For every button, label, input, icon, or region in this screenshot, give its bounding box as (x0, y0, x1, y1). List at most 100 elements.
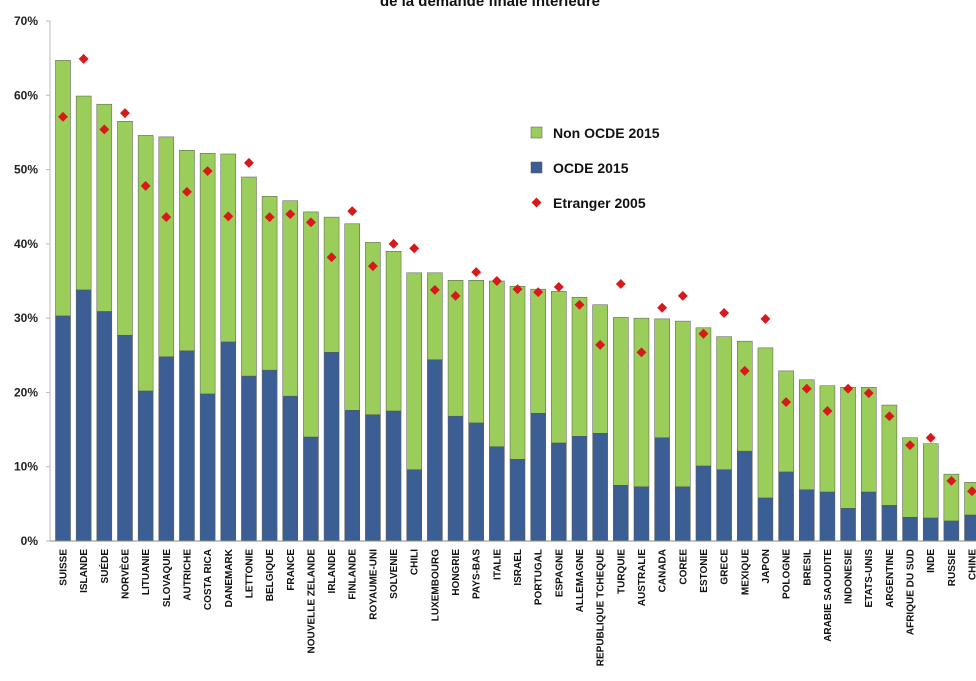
marker (946, 475, 957, 486)
x-tick-label: POLOGNE (782, 549, 793, 599)
x-tick-label: GRECE (720, 549, 731, 585)
bar-segment (96, 311, 113, 542)
bar-segment (592, 304, 608, 434)
bar-segment (902, 437, 918, 518)
marker (657, 302, 668, 313)
bar-segment (716, 469, 732, 542)
marker (409, 243, 420, 254)
x-tick-label: SUÉDE (98, 549, 111, 584)
marker (967, 486, 976, 497)
marker (182, 186, 192, 197)
bar-segment (695, 465, 712, 542)
marker (264, 212, 275, 223)
marker (305, 217, 316, 228)
x-tick-label: IRLANDE (327, 549, 338, 594)
bar-segment (860, 386, 877, 493)
bar-segment (757, 347, 774, 499)
marker (491, 276, 502, 286)
bar-segment (179, 350, 195, 542)
marker (615, 279, 626, 289)
bar-segment (303, 211, 319, 438)
bar-segment (675, 320, 691, 488)
y-tick-label: 30% (14, 311, 38, 325)
x-tick-label: SLOVAQUIE (162, 549, 173, 607)
legend-swatch (530, 161, 543, 174)
x-tick-label: ETATS-UNIS (864, 549, 875, 608)
bar-segment (75, 95, 92, 291)
bar-segment (385, 410, 402, 542)
marker (140, 180, 151, 191)
x-tick-label: CANADA (658, 549, 669, 592)
marker (905, 440, 916, 451)
x-tick-label: PORTUGAL (534, 549, 545, 605)
marker (739, 365, 750, 376)
bar-segment (551, 291, 567, 444)
bar-segment (220, 341, 237, 542)
legend-label: Non OCDE 2015 (553, 125, 660, 141)
bar-segment (509, 285, 526, 460)
marker (574, 299, 585, 310)
bar-segment (654, 318, 670, 438)
bar-segment (964, 482, 976, 516)
bar-segment (117, 121, 133, 336)
bar-segment (922, 443, 939, 519)
marker (161, 212, 172, 223)
bar-segment (344, 223, 360, 411)
bar-segment (323, 216, 340, 353)
marker (512, 284, 523, 295)
bar-segment (530, 412, 546, 542)
x-tick-label: ARGENTINE (885, 549, 896, 608)
x-tick-label: LETTONIE (244, 549, 255, 599)
bar-segment (55, 60, 71, 317)
marker (553, 281, 564, 292)
bar-segment (737, 340, 753, 452)
marker (884, 411, 895, 422)
marker (99, 124, 110, 135)
x-tick-label: SOLVENIE (389, 549, 400, 599)
bar-segment (158, 356, 175, 542)
bar-segment (117, 334, 133, 542)
bar-segment (695, 327, 712, 467)
marker (367, 261, 378, 272)
bar-segment (427, 359, 443, 542)
x-tick-label: AUTRICHE (182, 549, 193, 601)
bar-segment (613, 317, 629, 486)
marker (78, 53, 89, 64)
x-tick-label: ISRAEL (513, 549, 524, 586)
marker (822, 406, 833, 416)
bar-segment (633, 486, 650, 542)
bar-segment (819, 385, 836, 493)
x-tick-label: PAYS-BAS (472, 549, 483, 599)
marker (326, 252, 337, 263)
x-tick-label: ITALIE (492, 549, 503, 580)
x-tick-label: NORVÈGE (118, 549, 131, 599)
bar-segment (633, 317, 650, 488)
x-tick-label: CHINE (968, 549, 976, 580)
marker (450, 290, 461, 301)
marker (120, 108, 130, 119)
y-tick-label: 0% (21, 534, 39, 548)
bar-segment (840, 386, 856, 509)
x-tick-label: ROYAUME-UNI (368, 549, 379, 620)
legend-swatch (530, 126, 543, 139)
bar-segment (509, 459, 526, 542)
x-tick-label: JAPON (761, 549, 772, 583)
marker (698, 328, 709, 339)
bar-segment (75, 289, 92, 542)
bar-segment (323, 352, 340, 542)
bar-segment (261, 369, 278, 542)
bar-segment (551, 442, 567, 542)
marker (925, 432, 936, 443)
bar-segment (716, 336, 732, 470)
bar-segment (282, 200, 299, 397)
y-tick-label: 70% (14, 14, 38, 28)
bar-segment (799, 489, 815, 542)
x-tick-label: AFRIQUE DU SUD (906, 549, 917, 635)
legend-label: OCDE 2015 (553, 160, 629, 176)
marker (677, 290, 688, 301)
bar-segment (468, 280, 484, 424)
x-tick-label: LITUANIE (141, 549, 152, 595)
bar-segment (385, 251, 402, 412)
y-tick-label: 10% (14, 460, 38, 474)
